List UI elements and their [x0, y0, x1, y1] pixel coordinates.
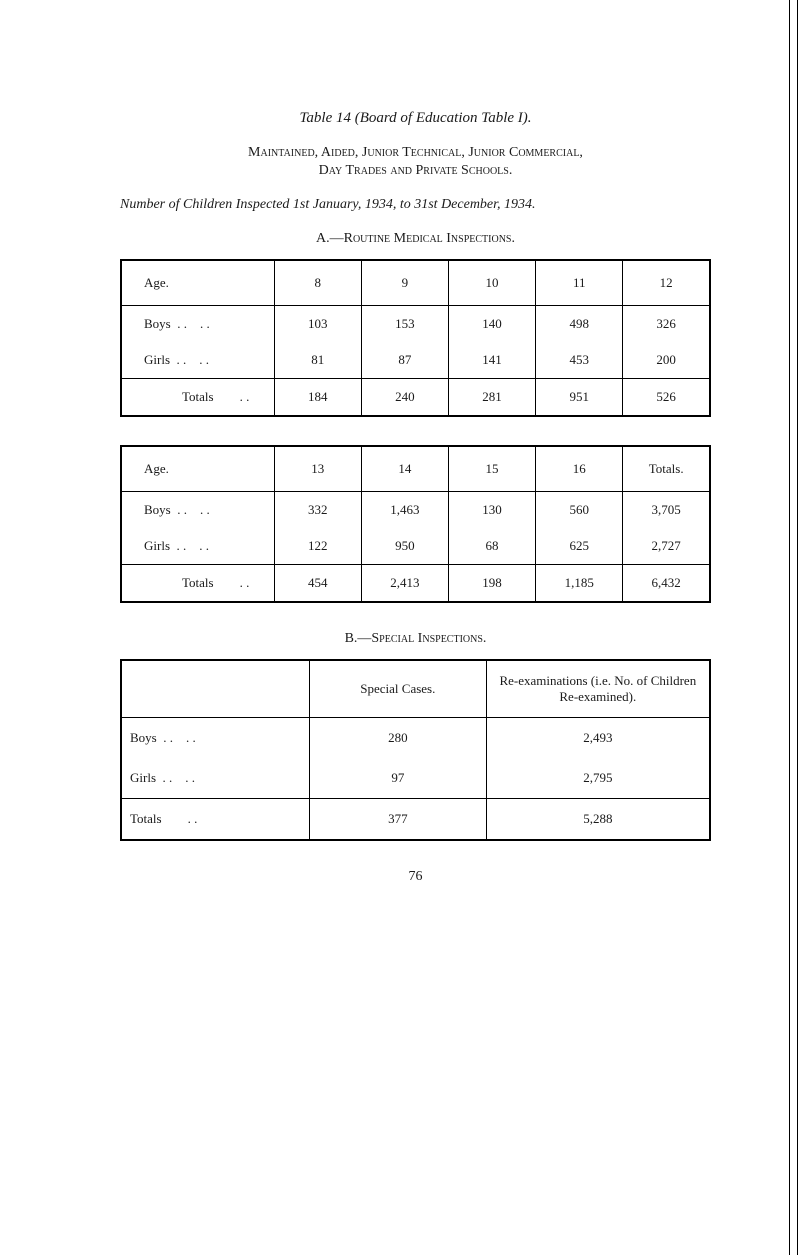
section-b-label: B.—Special Inspections. — [120, 631, 711, 647]
subtitle: Number of Children Inspected 1st January… — [120, 197, 711, 213]
col-header: Age. — [121, 260, 274, 306]
cell: 153 — [361, 306, 448, 343]
col-header: 11 — [536, 260, 623, 306]
col-header: 14 — [361, 446, 448, 492]
table-a2: Age. 13 14 15 16 Totals. Boys 332 1,463 … — [120, 445, 711, 603]
col-header: Totals. — [623, 446, 710, 492]
row-label: Girls — [121, 342, 274, 379]
table-a1: Age. 8 9 10 11 12 Boys 103 153 140 498 3… — [120, 259, 711, 417]
cell: 560 — [536, 492, 623, 529]
table-row: Age. 8 9 10 11 12 — [121, 260, 710, 306]
cell: 2,493 — [486, 718, 710, 759]
table-title: Table 14 (Board of Education Table I). — [120, 110, 711, 127]
row-label: Boys — [121, 718, 309, 759]
row-label: Totals — [121, 379, 274, 417]
col-header: Re-examinations (i.e. No. of Children Re… — [486, 660, 710, 718]
page-edge-rule — [789, 0, 801, 1255]
table-row: Girls 81 87 141 453 200 — [121, 342, 710, 379]
cell: 140 — [448, 306, 535, 343]
table-row: Girls 97 2,795 — [121, 758, 710, 799]
table-row: Girls 122 950 68 625 2,727 — [121, 528, 710, 565]
cell: 2,727 — [623, 528, 710, 565]
cell: 526 — [623, 379, 710, 417]
cell: 200 — [623, 342, 710, 379]
table-row: Totals 454 2,413 198 1,185 6,432 — [121, 565, 710, 603]
cell: 81 — [274, 342, 361, 379]
col-header: 9 — [361, 260, 448, 306]
cell: 97 — [309, 758, 486, 799]
cell: 6,432 — [623, 565, 710, 603]
col-header: 10 — [448, 260, 535, 306]
col-header: 16 — [536, 446, 623, 492]
table-row: Totals 184 240 281 951 526 — [121, 379, 710, 417]
table-row: Boys 103 153 140 498 326 — [121, 306, 710, 343]
cell: 377 — [309, 799, 486, 841]
cell: 332 — [274, 492, 361, 529]
cell: 498 — [536, 306, 623, 343]
cell: 454 — [274, 565, 361, 603]
cell: 326 — [623, 306, 710, 343]
cell: 625 — [536, 528, 623, 565]
cell: 87 — [361, 342, 448, 379]
table-row: Special Cases. Re-examinations (i.e. No.… — [121, 660, 710, 718]
table-row: Age. 13 14 15 16 Totals. — [121, 446, 710, 492]
section-a-label: A.—Routine Medical Inspections. — [120, 231, 711, 247]
cell: 240 — [361, 379, 448, 417]
col-header: 12 — [623, 260, 710, 306]
cell: 1,463 — [361, 492, 448, 529]
row-label: Totals — [121, 565, 274, 603]
cell: 68 — [448, 528, 535, 565]
row-label: Girls — [121, 758, 309, 799]
col-header: 8 — [274, 260, 361, 306]
cell: 1,185 — [536, 565, 623, 603]
cell: 2,413 — [361, 565, 448, 603]
cell: 122 — [274, 528, 361, 565]
table-row: Totals 377 5,288 — [121, 799, 710, 841]
col-header: Special Cases. — [309, 660, 486, 718]
cell: 281 — [448, 379, 535, 417]
cell: 2,795 — [486, 758, 710, 799]
row-label: Totals — [121, 799, 309, 841]
cell: 950 — [361, 528, 448, 565]
col-header: 13 — [274, 446, 361, 492]
table-row: Boys 280 2,493 — [121, 718, 710, 759]
cell: 3,705 — [623, 492, 710, 529]
cell: 198 — [448, 565, 535, 603]
cell: 5,288 — [486, 799, 710, 841]
heading-line-2: Day Trades and Private Schools. — [120, 163, 711, 179]
col-header — [121, 660, 309, 718]
cell: 141 — [448, 342, 535, 379]
row-label: Boys — [121, 492, 274, 529]
cell: 453 — [536, 342, 623, 379]
heading-line-1: Maintained, Aided, Junior Technical, Jun… — [120, 145, 711, 161]
cell: 103 — [274, 306, 361, 343]
cell: 280 — [309, 718, 486, 759]
cell: 130 — [448, 492, 535, 529]
table-row: Boys 332 1,463 130 560 3,705 — [121, 492, 710, 529]
cell: 184 — [274, 379, 361, 417]
col-header: Age. — [121, 446, 274, 492]
row-label: Girls — [121, 528, 274, 565]
page-number: 76 — [120, 869, 711, 885]
table-b: Special Cases. Re-examinations (i.e. No.… — [120, 659, 711, 841]
cell: 951 — [536, 379, 623, 417]
row-label: Boys — [121, 306, 274, 343]
col-header: 15 — [448, 446, 535, 492]
